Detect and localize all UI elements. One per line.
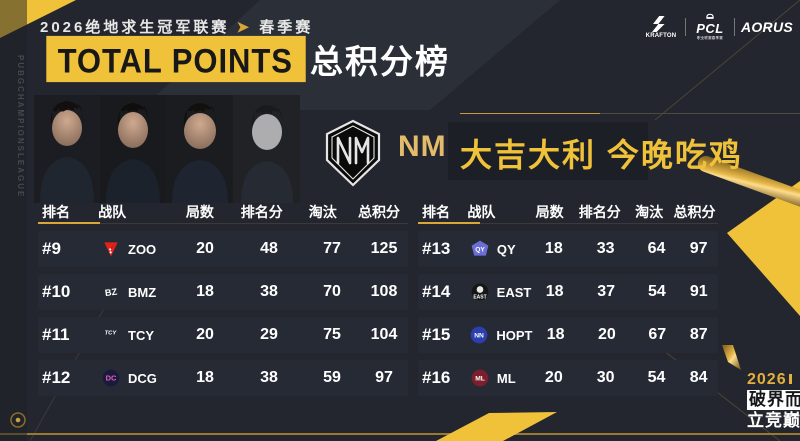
svg-text:EAST: EAST — [473, 295, 486, 301]
svg-text:TCY: TCY — [105, 330, 118, 336]
svg-text:DC: DC — [106, 374, 117, 383]
svg-text:QY: QY — [475, 247, 485, 254]
svg-text:ML: ML — [475, 376, 485, 383]
svg-text:NN: NN — [475, 333, 485, 340]
svg-text:BZ: BZ — [104, 286, 118, 298]
